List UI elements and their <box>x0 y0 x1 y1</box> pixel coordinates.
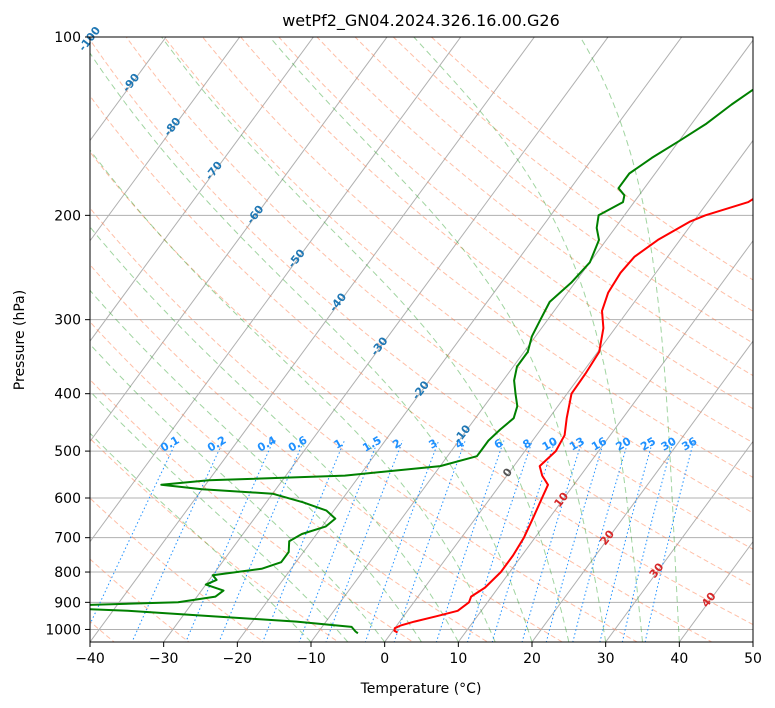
dry-adiabat-line <box>90 321 489 642</box>
isotherm-line <box>384 139 753 642</box>
moist-adiabat-line <box>579 37 680 642</box>
y-tick-label: 700 <box>54 531 81 547</box>
moist-adiabat-line <box>90 149 496 642</box>
y-tick-label: 600 <box>54 491 81 507</box>
x-tick-label: 20 <box>523 651 541 667</box>
dry-adiabat-line <box>90 378 414 642</box>
series-layer <box>90 88 753 635</box>
moist-adiabat-line <box>90 432 312 642</box>
y-axis-title: Pressure (hPa) <box>12 290 28 390</box>
isotherm-line <box>90 37 462 543</box>
mixing-ratio-line <box>393 440 466 642</box>
dewpoint-profile-line <box>90 88 753 635</box>
isotherm-line <box>310 39 753 642</box>
mixing-ratio-line <box>545 440 605 642</box>
moist-adiabat-line <box>161 37 570 642</box>
dry-adiabat-line <box>125 37 753 550</box>
y-tick-label: 200 <box>54 208 81 224</box>
dry-adiabat-line <box>316 37 753 377</box>
background-lines <box>90 37 753 642</box>
dry-adiabat-line <box>90 207 639 642</box>
y-tick-label: 900 <box>54 595 81 611</box>
y-tick-label: 400 <box>54 387 81 403</box>
mixing-ratio-line <box>90 440 178 626</box>
y-tick-label: 1000 <box>45 622 81 638</box>
x-axis: −40 −30 −20 −10 0 10 20 30 40 50 <box>75 642 762 667</box>
moist-adiabat-line <box>90 226 459 642</box>
plot-frame <box>89 36 754 643</box>
x-tick-label: −40 <box>75 651 105 667</box>
dry-adiabat-line <box>90 264 564 642</box>
isotherm-line <box>90 37 535 642</box>
mixing-ratio-line <box>218 440 305 642</box>
moist-adiabat-line <box>90 390 349 642</box>
moist-adiabat-line <box>90 343 386 642</box>
mixing-ratio-line <box>521 440 583 642</box>
y-tick-label: 500 <box>54 444 81 460</box>
mixing-ratio-line <box>131 440 224 642</box>
dry-adiabat-line <box>240 37 753 444</box>
moist-adiabat-line <box>90 289 422 642</box>
isotherm-line <box>90 37 388 443</box>
mixing-ratio-line <box>491 440 556 642</box>
mixing-ratio-line <box>572 440 629 642</box>
grid-layer <box>90 37 753 642</box>
dry-adiabat-line <box>354 37 753 344</box>
dry-adiabat-line <box>90 437 340 642</box>
isotherm-line <box>90 37 167 142</box>
chart-title: wetPf2_GN04.2024.326.16.00.G26 <box>282 11 560 31</box>
moist-adiabat-line <box>413 37 643 642</box>
isotherm-line <box>678 540 753 642</box>
x-tick-label: −10 <box>296 651 326 667</box>
mixing-ratio-line <box>621 440 674 642</box>
x-tick-label: −20 <box>223 651 253 667</box>
mixing-ratio-line <box>599 440 654 642</box>
x-tick-label: 50 <box>744 651 762 667</box>
y-tick-label: 300 <box>54 313 81 329</box>
mixing-ratio-line <box>466 440 533 642</box>
mixing-ratio-line <box>185 440 274 642</box>
y-tick-label: 800 <box>54 565 81 581</box>
dry-adiabat-line <box>90 151 713 642</box>
dry-adiabat-line <box>163 37 753 514</box>
x-axis-title: Temperature (°C) <box>360 681 482 697</box>
y-tick-label: 100 <box>54 30 81 46</box>
isotherm-line <box>457 239 753 642</box>
y-axis: 1000 900 800 700 600 500 400 300 200 100 <box>45 30 90 638</box>
isotherm-line <box>163 37 609 642</box>
moist-adiabat-line <box>90 52 533 642</box>
isotherm-line <box>90 37 314 342</box>
isotherm-line <box>236 37 683 642</box>
x-tick-label: 10 <box>449 651 467 667</box>
x-tick-label: 0 <box>380 651 389 667</box>
isotherm-line <box>531 340 753 642</box>
dry-adiabat-line <box>90 94 753 626</box>
x-tick-label: 30 <box>597 651 615 667</box>
x-tick-label: −30 <box>149 651 179 667</box>
isotherm-line <box>90 37 241 242</box>
x-tick-label: 40 <box>670 651 688 667</box>
dry-adiabat-line <box>90 38 753 587</box>
plot-background <box>90 37 753 642</box>
moist-adiabat-line <box>269 37 607 642</box>
isotherm-line <box>605 440 753 642</box>
temperature-profile-line <box>393 197 753 634</box>
dry-adiabat-line <box>278 37 753 410</box>
